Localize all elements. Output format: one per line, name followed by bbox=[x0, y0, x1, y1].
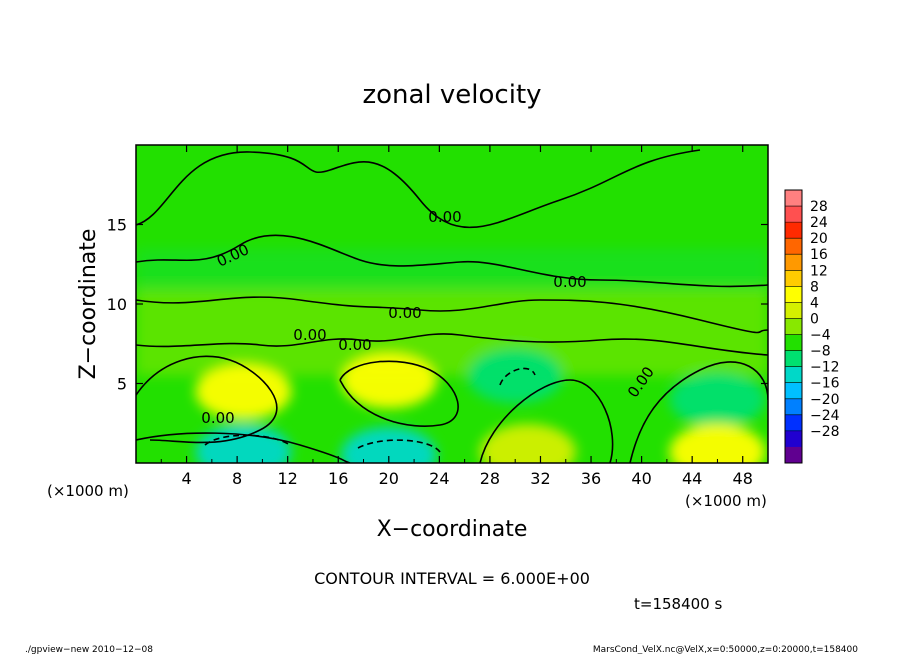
colorbar-swatch bbox=[785, 446, 802, 464]
x-tick-label: 20 bbox=[379, 469, 399, 488]
colorbar-swatch bbox=[785, 334, 802, 352]
y-axis-label: Z−coordinate bbox=[76, 229, 101, 380]
x-tick-label: 28 bbox=[480, 469, 500, 488]
colorbar-label: 4 bbox=[810, 295, 819, 311]
contour-line bbox=[136, 149, 701, 229]
colorbar-label: 16 bbox=[810, 247, 828, 263]
x-tick-label: 12 bbox=[278, 469, 298, 488]
colorbar-swatch bbox=[785, 382, 802, 400]
colorbar-label: −12 bbox=[810, 360, 840, 376]
contour-label: 0.00 bbox=[428, 208, 461, 226]
colorbar-swatch bbox=[785, 190, 802, 207]
x-tick-label: 32 bbox=[530, 469, 550, 488]
chart-title: zonal velocity bbox=[362, 80, 541, 110]
footer-left: ./gpview−new 2010−12−08 bbox=[25, 645, 153, 654]
colorbar-swatch bbox=[785, 222, 802, 239]
contour-lines bbox=[136, 149, 768, 463]
y-axis: 5 10 15 bbox=[107, 216, 768, 394]
footer-right: MarsCond_VelX.nc@VelX,x=0:50000,z=0:2000… bbox=[593, 645, 858, 654]
colorbar-swatch bbox=[785, 318, 802, 336]
colorbar-label: −4 bbox=[810, 328, 831, 344]
colorbar-swatch bbox=[785, 398, 802, 416]
colorbar-label: −8 bbox=[810, 344, 831, 360]
colorbar-label: 8 bbox=[810, 279, 819, 295]
colorbar-label: 20 bbox=[810, 231, 828, 247]
x-tick-label: 4 bbox=[181, 469, 191, 488]
colorbar-swatch bbox=[785, 206, 802, 223]
field-extremum bbox=[340, 352, 437, 409]
contour-line-negative bbox=[204, 434, 291, 446]
colorbar-swatch bbox=[785, 414, 802, 432]
colorbar-swatch bbox=[785, 366, 802, 384]
plot-area bbox=[136, 145, 768, 463]
y-tick-label: 5 bbox=[117, 375, 127, 394]
contour-line bbox=[136, 333, 768, 356]
x-tick-label: 16 bbox=[328, 469, 348, 488]
field-extremum bbox=[340, 427, 437, 463]
contour-label: 0.00 bbox=[293, 326, 326, 344]
colorbar-swatch bbox=[785, 350, 802, 368]
field-shading bbox=[136, 248, 768, 463]
field-extremum bbox=[479, 423, 576, 463]
x-tick-label: 8 bbox=[232, 469, 242, 488]
x-tick-label: 44 bbox=[682, 469, 702, 488]
x-tick-label: 36 bbox=[581, 469, 601, 488]
colorbar-swatch bbox=[785, 270, 802, 287]
colorbar-swatch bbox=[785, 430, 802, 448]
colorbar-label: −20 bbox=[810, 392, 840, 408]
x-axis-label: X−coordinate bbox=[377, 517, 528, 542]
colorbar-swatch bbox=[785, 254, 802, 271]
contour-label: 0.00 bbox=[553, 273, 586, 291]
contour-line bbox=[339, 360, 459, 427]
colorbar-swatch bbox=[785, 238, 802, 255]
colorbar-frame bbox=[784, 189, 803, 464]
field-extremum bbox=[669, 423, 766, 463]
contour-line bbox=[136, 296, 768, 334]
contour-line bbox=[136, 432, 351, 463]
time-label: t=158400 s bbox=[634, 595, 722, 613]
contour-label: 0.00 bbox=[338, 336, 371, 354]
colorbar-label: −24 bbox=[810, 408, 840, 424]
x-unit-right: (×1000 m) bbox=[685, 492, 767, 510]
colorbar-label: 12 bbox=[810, 263, 828, 279]
x-tick-label: 48 bbox=[733, 469, 753, 488]
y-tick-label: 10 bbox=[107, 295, 127, 314]
colorbar-label: −28 bbox=[810, 424, 840, 440]
field-extremum bbox=[195, 363, 292, 420]
contour-label: 0.00 bbox=[388, 304, 421, 322]
contour-line bbox=[629, 361, 768, 463]
colorbar-label: −16 bbox=[810, 376, 840, 392]
x-axis: 4 8 12 16 20 24 28 32 36 40 44 48 bbox=[160, 145, 753, 488]
field-extremum bbox=[467, 347, 564, 404]
x-tick-label: 24 bbox=[429, 469, 449, 488]
colorbar-label: 28 bbox=[810, 199, 828, 215]
contour-interval: CONTOUR INTERVAL = 6.000E+00 bbox=[314, 569, 590, 588]
x-tick-label: 40 bbox=[631, 469, 651, 488]
contour-line bbox=[479, 379, 614, 463]
colorbar-swatch bbox=[785, 286, 802, 303]
contour-line-negative bbox=[499, 367, 536, 386]
x-unit-left: (×1000 m) bbox=[47, 482, 129, 500]
field-extremum bbox=[669, 371, 766, 428]
colorbar-label: 24 bbox=[810, 215, 828, 231]
contour-line bbox=[136, 355, 278, 444]
field-band bbox=[136, 288, 768, 376]
contour-line bbox=[136, 234, 768, 288]
contour-line-negative bbox=[357, 439, 441, 453]
field-band bbox=[136, 248, 768, 289]
contour-label: 0.00 bbox=[201, 409, 234, 427]
colorbar-label: 0 bbox=[810, 311, 819, 327]
y-tick-label: 15 bbox=[107, 216, 127, 235]
colorbar-swatch bbox=[785, 302, 802, 319]
